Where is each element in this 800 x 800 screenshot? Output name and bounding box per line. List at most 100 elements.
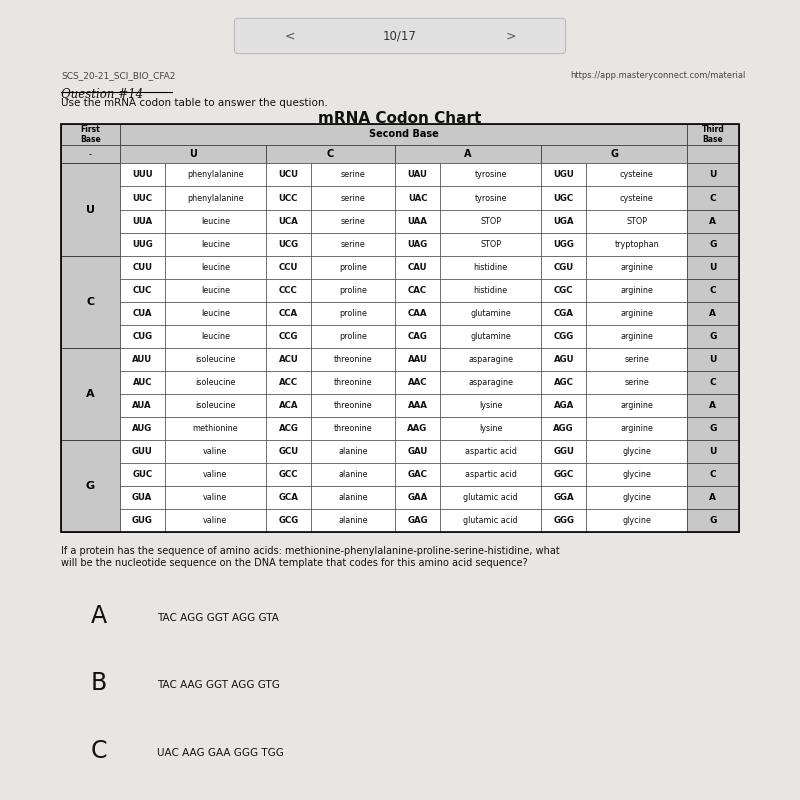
Bar <box>586 509 687 532</box>
Bar <box>311 371 395 394</box>
Bar <box>119 325 165 348</box>
Bar <box>541 394 586 417</box>
Bar <box>586 186 687 210</box>
Text: cysteine: cysteine <box>620 170 654 179</box>
Bar <box>165 186 266 210</box>
Bar <box>440 256 541 278</box>
Text: glutamine: glutamine <box>470 332 511 341</box>
Bar <box>165 233 266 256</box>
Text: GGA: GGA <box>554 493 574 502</box>
Bar <box>541 256 586 278</box>
Bar <box>165 463 266 486</box>
Text: tyrosine: tyrosine <box>474 194 507 202</box>
Text: Third
Base: Third Base <box>702 125 724 144</box>
Bar <box>541 371 586 394</box>
Bar <box>586 394 687 417</box>
Bar <box>586 325 687 348</box>
Text: glycine: glycine <box>622 470 651 479</box>
Bar <box>586 417 687 440</box>
Text: TAC AGG GGT AGG GTA: TAC AGG GGT AGG GTA <box>157 613 279 622</box>
Bar <box>541 302 586 325</box>
Bar <box>586 486 687 509</box>
Text: GCG: GCG <box>278 516 298 525</box>
Bar <box>266 486 311 509</box>
Text: G: G <box>710 332 717 341</box>
Bar <box>586 163 687 186</box>
Bar <box>440 302 541 325</box>
Text: glutamine: glutamine <box>470 309 511 318</box>
Bar <box>311 509 395 532</box>
Bar <box>62 440 119 532</box>
Text: A: A <box>710 217 717 226</box>
Text: 10/17: 10/17 <box>383 30 417 42</box>
Bar <box>165 417 266 440</box>
Text: GAG: GAG <box>407 516 428 525</box>
Text: CAA: CAA <box>408 309 427 318</box>
Bar <box>266 509 311 532</box>
Bar <box>266 371 311 394</box>
Text: valine: valine <box>203 470 227 479</box>
Text: AGG: AGG <box>554 424 574 433</box>
Bar <box>687 371 738 394</box>
Bar <box>266 145 395 163</box>
Text: AGU: AGU <box>554 354 574 364</box>
Bar <box>586 233 687 256</box>
Text: UCC: UCC <box>278 194 298 202</box>
Bar <box>266 440 311 463</box>
Text: UGA: UGA <box>554 217 574 226</box>
Text: AGA: AGA <box>554 401 574 410</box>
Text: UCG: UCG <box>278 239 298 249</box>
Text: SCS_20-21_SCI_BIO_CFA2: SCS_20-21_SCI_BIO_CFA2 <box>62 71 176 80</box>
Text: <: < <box>284 30 295 42</box>
Bar <box>541 486 586 509</box>
Text: aspartic acid: aspartic acid <box>465 447 517 456</box>
Bar <box>586 256 687 278</box>
Bar <box>311 163 395 186</box>
Text: CUG: CUG <box>132 332 152 341</box>
Bar <box>119 302 165 325</box>
Bar <box>586 302 687 325</box>
Text: arginine: arginine <box>620 332 654 341</box>
Bar <box>440 394 541 417</box>
Text: alanine: alanine <box>338 447 368 456</box>
Text: G: G <box>710 239 717 249</box>
Text: glycine: glycine <box>622 447 651 456</box>
Text: leucine: leucine <box>201 309 230 318</box>
Text: proline: proline <box>339 262 367 272</box>
Bar <box>395 325 440 348</box>
Text: U: U <box>86 205 95 214</box>
Text: UAU: UAU <box>407 170 427 179</box>
Text: A: A <box>86 389 95 399</box>
Text: STOP: STOP <box>626 217 647 226</box>
Text: Second Base: Second Base <box>369 130 438 139</box>
Text: U: U <box>189 150 197 159</box>
Bar <box>395 509 440 532</box>
Bar <box>440 186 541 210</box>
Text: proline: proline <box>339 286 367 294</box>
Text: ACC: ACC <box>279 378 298 387</box>
Text: Use the mRNA codon table to answer the question.: Use the mRNA codon table to answer the q… <box>62 98 328 108</box>
Bar <box>119 348 165 371</box>
Text: threonine: threonine <box>334 378 372 387</box>
Text: CUU: CUU <box>132 262 152 272</box>
Bar <box>311 440 395 463</box>
Bar <box>541 145 687 163</box>
Text: STOP: STOP <box>480 239 501 249</box>
Bar <box>440 325 541 348</box>
Text: arginine: arginine <box>620 262 654 272</box>
Text: UAC: UAC <box>408 194 427 202</box>
Text: threonine: threonine <box>334 401 372 410</box>
Text: GAA: GAA <box>407 493 428 502</box>
Text: B: B <box>91 671 107 695</box>
Bar <box>687 233 738 256</box>
Text: G: G <box>86 481 95 491</box>
Bar <box>165 163 266 186</box>
Bar <box>266 463 311 486</box>
Bar <box>266 278 311 302</box>
Bar <box>266 302 311 325</box>
Bar <box>687 509 738 532</box>
Text: ACG: ACG <box>278 424 298 433</box>
Bar <box>687 278 738 302</box>
Text: AUU: AUU <box>132 354 152 364</box>
Bar <box>440 371 541 394</box>
